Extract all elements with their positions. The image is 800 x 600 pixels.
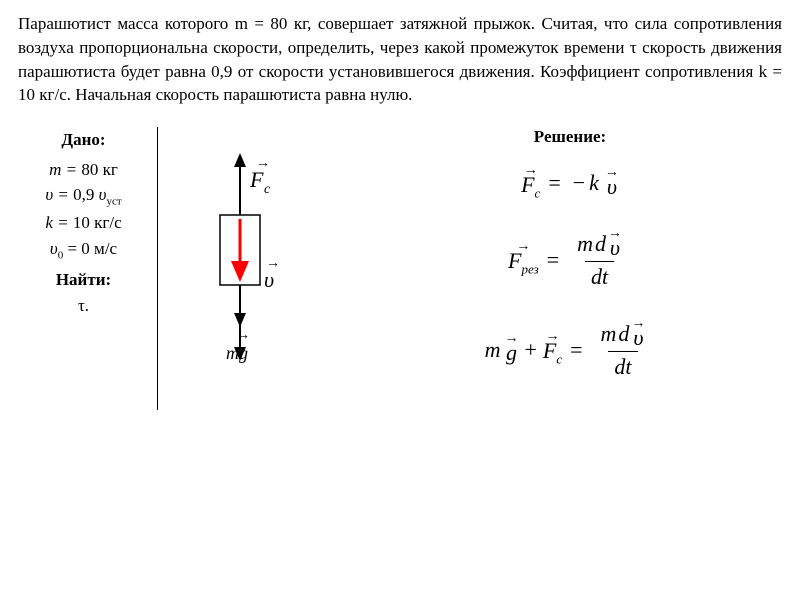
svg-text:→: → xyxy=(236,328,250,343)
eq1-k: k xyxy=(589,170,599,196)
eq1-Fsub: c xyxy=(535,186,541,201)
equals-icon: = xyxy=(548,170,560,196)
solution-heading: Решение: xyxy=(358,127,782,147)
given-v-prefix: υ = xyxy=(45,185,73,204)
eq3-F: F xyxy=(543,338,556,363)
given-k-val: 10 кг/с xyxy=(73,213,122,232)
vec-g: → g xyxy=(504,335,518,364)
eq3-g: g xyxy=(506,342,517,364)
given-v0-rest: = 0 м/с xyxy=(63,239,117,258)
eq3-den: dt xyxy=(608,351,637,380)
eq2-v: υ xyxy=(610,237,620,259)
given-v-sub: уст xyxy=(106,196,121,208)
svg-text:F: F xyxy=(249,167,264,192)
eq3-Fsub: c xyxy=(556,352,562,367)
eq2-m: m xyxy=(577,231,593,257)
given-v0-sym: υ xyxy=(50,239,58,258)
equals-icon: = xyxy=(570,337,582,363)
given-mass-val: 80 кг xyxy=(81,160,117,179)
eq2-den: dt xyxy=(585,261,614,290)
given-k: k = 10 кг/с xyxy=(18,210,149,236)
given-v0: υ0 = 0 м/с xyxy=(18,236,149,264)
equation-1: → Fc = − k → υ xyxy=(358,167,782,199)
equals-icon: = xyxy=(547,247,559,273)
find-heading: Найти: xyxy=(18,267,149,293)
eq2-F: F xyxy=(508,248,521,273)
eq2-Fsub: рез xyxy=(521,262,538,277)
free-body-diagram: → F c → υ → mg xyxy=(178,127,338,409)
plus-icon: + xyxy=(524,337,536,363)
vec-Frez: → Fрез xyxy=(508,243,539,275)
equation-3: m → g + → Fc = m d → υ xyxy=(358,320,782,380)
eq2-d: d xyxy=(595,231,606,257)
eq1-F: F xyxy=(521,172,534,197)
given-heading: Дано: xyxy=(18,127,149,153)
eq1-v: υ xyxy=(607,176,617,198)
vec-v2: → υ xyxy=(608,230,622,259)
vec-Fc3: → Fc xyxy=(543,333,562,365)
vec-Fc: → Fc xyxy=(521,167,540,199)
fraction-2: m d → υ dt xyxy=(571,230,628,290)
eq3-m2: m xyxy=(601,321,617,347)
eq3-m: m xyxy=(485,337,501,363)
given-mass-sym: m = xyxy=(49,160,81,179)
eq3-d: d xyxy=(618,321,629,347)
given-mass: m = 80 кг xyxy=(18,157,149,183)
diagram-svg: → F c → υ → mg xyxy=(188,147,328,377)
svg-text:c: c xyxy=(264,182,271,197)
given-block: Дано: m = 80 кг υ = 0,9 υуст k = 10 кг/с… xyxy=(18,127,158,409)
solution-block: Решение: → Fc = − k → υ → Fрез = m xyxy=(358,127,782,409)
vec-v3: → υ xyxy=(631,320,645,349)
given-k-prefix: k = xyxy=(45,213,73,232)
problem-statement: Парашютист масса которого m = 80 кг, сов… xyxy=(18,12,782,107)
given-v-val: 0,9 xyxy=(73,185,99,204)
equation-2: → Fрез = m d → υ dt xyxy=(358,230,782,290)
vec-v1: → υ xyxy=(605,169,619,198)
minus-icon: − xyxy=(573,170,585,196)
content-row: Дано: m = 80 кг υ = 0,9 υуст k = 10 кг/с… xyxy=(18,127,782,409)
svg-text:mg: mg xyxy=(226,343,248,363)
svg-text:υ: υ xyxy=(264,267,274,292)
fraction-3: m d → υ dt xyxy=(595,320,652,380)
find-value: τ. xyxy=(18,293,149,319)
eq3-v: υ xyxy=(633,327,643,349)
given-velocity: υ = 0,9 υуст xyxy=(18,182,149,210)
